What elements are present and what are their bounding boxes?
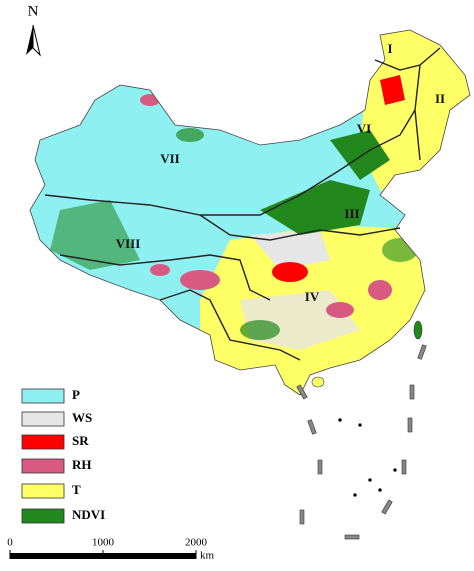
map-body <box>30 30 470 395</box>
region-boundaries <box>44 47 441 361</box>
legend-label: RH <box>72 457 92 472</box>
scale-label: 2000 <box>185 537 208 549</box>
region-label: VI <box>357 121 371 136</box>
scale-unit: km <box>200 550 215 562</box>
country-outline <box>29 29 471 396</box>
north-label: N <box>28 3 39 19</box>
region-label: II <box>435 91 445 106</box>
legend-swatch <box>21 483 65 499</box>
legend-label: SR <box>72 433 89 448</box>
island-dashes <box>296 320 427 540</box>
region-label: III <box>344 206 359 221</box>
legend-label: WS <box>72 410 92 425</box>
scale-label: 1000 <box>92 537 115 549</box>
region-label: I <box>387 41 392 56</box>
legend-swatch <box>21 411 65 427</box>
north-arrow: N <box>26 3 41 57</box>
region-label: VIII <box>116 236 141 251</box>
scale-label: 0 <box>7 537 13 549</box>
legend-label: NDVI <box>72 507 105 522</box>
legend-swatch <box>21 434 65 450</box>
legend-swatch <box>21 508 65 524</box>
region-label: IV <box>305 289 320 304</box>
legend: P WS SR RH T NDVI <box>21 387 105 524</box>
legend-label: P <box>72 387 80 402</box>
legend-label: T <box>72 482 81 497</box>
legend-swatch <box>21 458 65 474</box>
legend-swatch <box>21 388 65 404</box>
region-label: VII <box>160 151 180 166</box>
